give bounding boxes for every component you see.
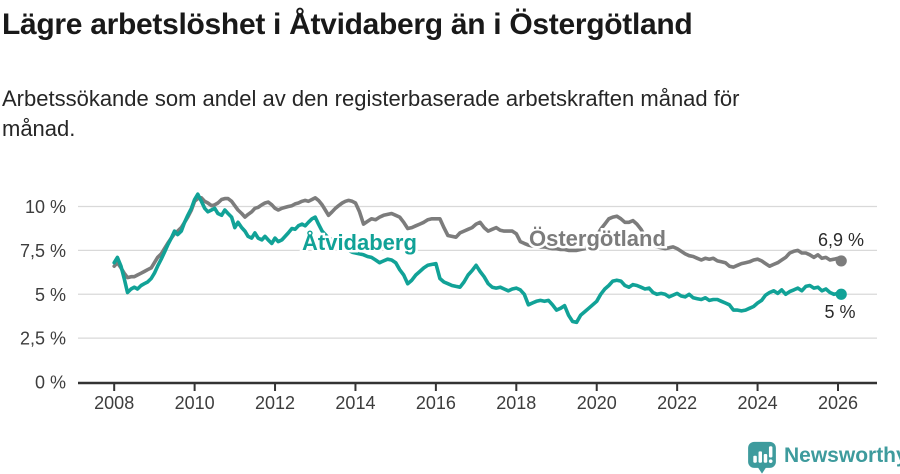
series-end-dot-stergtland	[835, 255, 847, 267]
y-tick-label: 7,5 %	[20, 241, 66, 261]
x-tick-label: 2016	[416, 393, 456, 413]
series-end-dot-tvidaberg	[835, 288, 847, 300]
end-value-ostergotland: 6,9 %	[818, 230, 864, 250]
x-tick-label: 2012	[255, 393, 295, 413]
x-tick-label: 2026	[818, 393, 858, 413]
x-tick-label: 2008	[94, 393, 134, 413]
x-tick-label: 2024	[738, 393, 778, 413]
series-line-tvidaberg	[112, 192, 844, 325]
y-tick-label: 10 %	[25, 197, 66, 217]
series-label-atvidaberg: Åtvidaberg	[302, 229, 417, 255]
chart-annotations: Åtvidaberg Östergötland 6,9 % 5 %	[300, 224, 867, 325]
y-tick-label: 0 %	[35, 373, 66, 393]
chart-subtitle: Arbetssökande som andel av den registerb…	[2, 84, 739, 144]
x-tick-label: 2010	[175, 393, 215, 413]
x-tick-label: 2014	[335, 393, 375, 413]
x-tick-label: 2018	[496, 393, 536, 413]
y-tick-label: 2,5 %	[20, 329, 66, 349]
newsworthy-logo: Newsworthy	[747, 441, 900, 474]
gridlines: 0 % 2,5 % 5 % 7,5 % 10 %	[20, 197, 877, 393]
x-axis: 2008 2010 2012 2014 2016 2018 2020 2022 2024 2026	[78, 381, 877, 413]
series-label-ostergotland: Östergötland	[529, 226, 666, 251]
y-tick-label: 5 %	[35, 285, 66, 305]
newsworthy-bubble-chart-icon	[748, 441, 776, 474]
page-title: Lägre arbetslöshet i Åtvidaberg än i Öst…	[2, 8, 693, 41]
series-lines	[112, 192, 847, 325]
subtitle-line-2: månad.	[2, 116, 76, 141]
newsworthy-logo-text: Newsworthy	[784, 444, 900, 467]
end-value-atvidaberg: 5 %	[824, 302, 855, 322]
x-tick-label: 2022	[657, 393, 697, 413]
subtitle-line-1: Arbetssökande som andel av den registerb…	[2, 86, 740, 111]
x-tick-label: 2020	[577, 393, 617, 413]
series-line-stergtland	[112, 196, 844, 280]
